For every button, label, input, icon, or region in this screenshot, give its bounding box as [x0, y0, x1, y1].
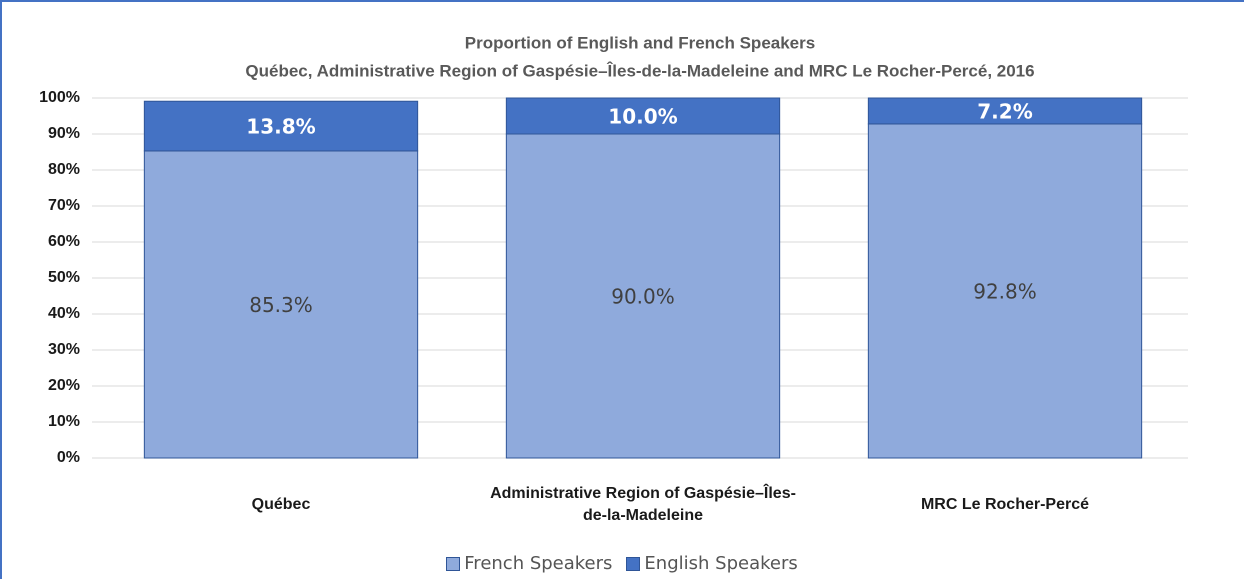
y-tick-label: 20%	[48, 377, 80, 394]
y-tick-label: 90%	[48, 125, 80, 142]
bar-segment	[143, 100, 419, 152]
x-tick-label: Québec	[251, 496, 311, 513]
y-tick-label: 40%	[48, 305, 80, 322]
value-label: 7.2%	[977, 99, 1032, 123]
legend-swatch	[446, 556, 461, 571]
bar-segment	[143, 150, 419, 459]
value-label: 85.3%	[249, 293, 313, 317]
y-tick-label: 100%	[39, 89, 80, 106]
y-tick-label: 0%	[57, 449, 80, 466]
bar-segment	[505, 133, 781, 459]
legend-item: French Speakers	[446, 553, 612, 574]
y-tick-label: 30%	[48, 341, 80, 358]
value-label: 90.0%	[611, 285, 675, 309]
y-tick-label: 80%	[48, 161, 80, 178]
x-tick-label: Administrative Region of Gaspésie–Îles-d…	[490, 485, 796, 524]
legend-swatch	[626, 556, 641, 571]
legend-label: English Speakers	[644, 553, 798, 574]
chart-title: Proportion of English and French Speaker…	[465, 33, 815, 52]
x-tick-label: MRC Le Rocher-Percé	[920, 496, 1090, 513]
y-tick-label: 10%	[48, 413, 80, 430]
value-label: 13.8%	[246, 115, 315, 139]
legend: French Speakers English Speakers	[0, 553, 1244, 574]
legend-item: English Speakers	[626, 553, 798, 574]
legend-label: French Speakers	[464, 553, 613, 574]
value-label: 10.0%	[608, 105, 677, 129]
chart-subtitle: Québec, Administrative Region of Gaspési…	[245, 61, 1034, 80]
y-tick-label: 60%	[48, 233, 80, 250]
value-label: 92.8%	[973, 279, 1037, 303]
bar-segment	[867, 97, 1143, 125]
bar-segment	[867, 123, 1143, 459]
y-tick-label: 70%	[48, 197, 80, 214]
bar-segment	[505, 97, 781, 135]
y-tick-label: 50%	[48, 269, 80, 286]
